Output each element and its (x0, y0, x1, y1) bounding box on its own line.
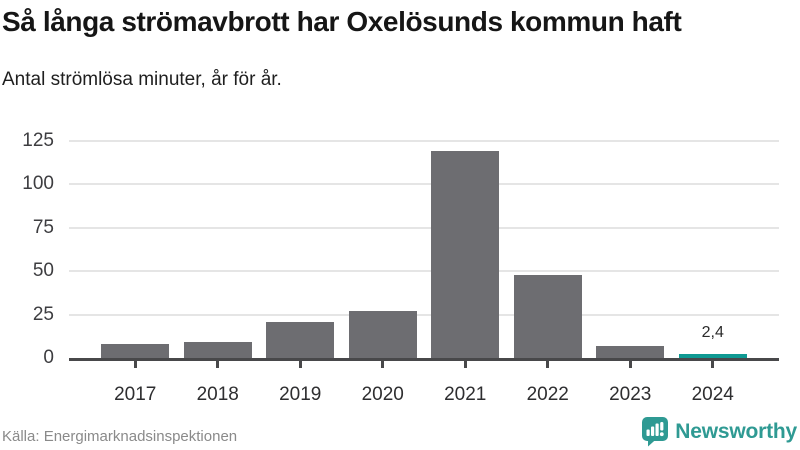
bar-2017 (101, 344, 170, 358)
gridline-25 (69, 313, 779, 316)
bar-2022 (513, 274, 582, 358)
gridline-50 (69, 270, 779, 273)
bar-column-2024: 2,4 (672, 141, 755, 368)
y-axis: 0 25 50 75 100 125 (0, 131, 54, 368)
source-note: Källa: Energimarknadsinspektionen (2, 428, 238, 445)
x-tick-label-2022: 2022 (526, 384, 569, 405)
bar-2019 (266, 321, 335, 358)
plot-area: 2,4 (69, 140, 779, 368)
x-axis-line (69, 358, 779, 361)
bar-2020 (348, 311, 417, 358)
x-axis-tick-2023 (628, 361, 632, 368)
x-tick-label-2017: 2017 (114, 384, 157, 405)
bars-container: 2,4 (94, 141, 755, 368)
y-tick-label-0: 0 (43, 347, 54, 368)
y-tick-label-25: 25 (32, 303, 54, 325)
gridline-125 (69, 140, 779, 142)
x-axis-tick-2024 (711, 361, 715, 368)
newsworthy-icon (642, 417, 669, 447)
x-axis-tick-2018 (216, 361, 220, 368)
x-axis-tick-2017 (133, 361, 137, 368)
page-subtitle: Antal strömlösa minuter, år för år. (2, 69, 282, 90)
x-axis-tick-2019 (298, 361, 302, 368)
x-axis-tick-2020 (381, 361, 385, 368)
x-tick-label-2018: 2018 (196, 384, 239, 405)
brand-name: Newsworthy (675, 419, 797, 443)
bar-column-2019 (259, 141, 342, 368)
bar-column-2023 (589, 141, 672, 368)
bar-column-2021 (424, 141, 507, 368)
y-tick-label-75: 75 (32, 216, 54, 238)
x-tick-label-2021: 2021 (444, 384, 487, 405)
x-tick-label-2019: 2019 (279, 384, 322, 405)
gridline-100 (69, 183, 779, 186)
gridline-75 (69, 226, 779, 229)
bar-column-2020 (342, 141, 425, 368)
x-tick-label-2024: 2024 (691, 384, 734, 405)
brand-logo: Newsworthy (641, 416, 797, 447)
bar-2024 (678, 353, 747, 358)
bar-2023 (596, 345, 665, 358)
bar-column-2017 (94, 141, 177, 368)
bar-column-2022 (507, 141, 590, 368)
bar-2021 (431, 151, 500, 358)
y-tick-label-125: 125 (22, 130, 54, 151)
y-tick-label-50: 50 (32, 260, 54, 282)
bar-value-label-2024: 2,4 (701, 323, 724, 341)
x-tick-label-2023: 2023 (609, 384, 652, 405)
x-axis-labels: 2017 2018 2019 2020 2021 2022 2023 2024 (94, 384, 754, 406)
x-axis-tick-2021 (463, 361, 467, 368)
bar-2018 (183, 342, 252, 358)
page-title: Så långa strömavbrott har Oxelösunds kom… (2, 6, 682, 37)
y-tick-label-100: 100 (22, 173, 54, 195)
x-axis-tick-2022 (546, 361, 550, 368)
x-tick-label-2020: 2020 (361, 384, 404, 405)
bar-column-2018 (177, 141, 260, 368)
